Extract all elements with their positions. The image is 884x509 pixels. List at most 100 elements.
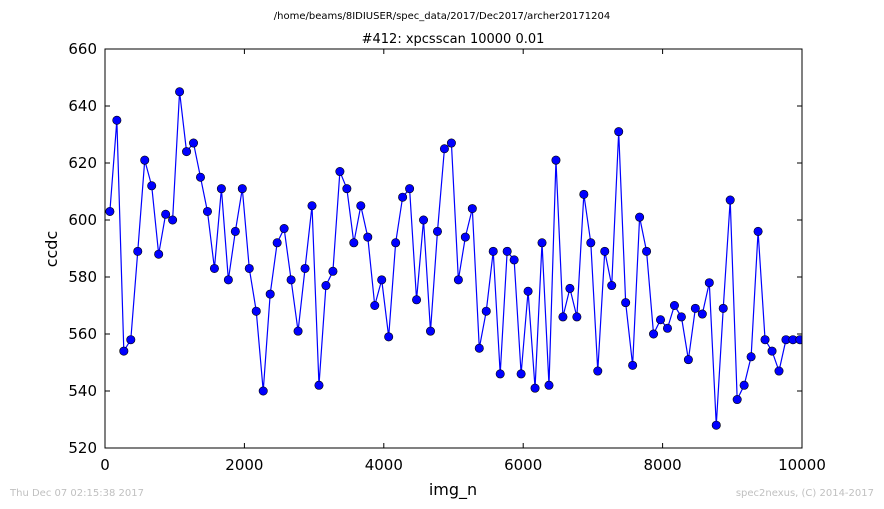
x-axis-label: img_n — [429, 480, 477, 500]
data-point — [140, 155, 150, 165]
data-point — [419, 215, 429, 225]
data-point — [495, 369, 505, 379]
data-point — [272, 238, 282, 248]
data-point — [363, 232, 373, 242]
data-point — [502, 246, 512, 256]
x-tick-label-10000: 10000 — [778, 456, 826, 474]
data-point — [265, 289, 275, 299]
data-point — [537, 238, 547, 248]
y-tick-label-540: 540 — [68, 382, 97, 400]
y-axis-label: ccdc — [42, 231, 61, 268]
data-point — [391, 238, 401, 248]
data-point — [398, 192, 408, 202]
footer-credit: spec2nexus, (C) 2014-2017 — [735, 488, 874, 499]
data-point — [711, 420, 721, 430]
data-point — [425, 326, 435, 336]
data-point — [732, 395, 742, 405]
y-tick-label-660: 660 — [68, 40, 97, 58]
data-point — [642, 246, 652, 256]
data-point — [258, 386, 268, 396]
data-point — [460, 232, 470, 242]
y-tick-label-520: 520 — [68, 439, 97, 457]
data-point — [746, 352, 756, 362]
data-point — [488, 246, 498, 256]
data-point — [370, 300, 380, 310]
data-point — [384, 332, 394, 342]
data-point — [279, 224, 289, 234]
data-point — [669, 300, 679, 310]
data-point — [328, 266, 338, 276]
data-point — [803, 336, 811, 344]
y-tick-label-580: 580 — [68, 268, 97, 286]
data-point — [767, 346, 777, 356]
data-point — [725, 195, 735, 205]
data-point — [676, 312, 686, 322]
data-point — [349, 238, 359, 248]
data-point — [321, 281, 331, 291]
data-point — [126, 335, 136, 345]
data-point — [412, 295, 422, 305]
data-point — [342, 184, 352, 194]
data-point — [795, 335, 802, 345]
data-point — [607, 281, 617, 291]
data-point — [356, 201, 366, 211]
data-point — [377, 275, 387, 285]
data-point — [105, 206, 115, 216]
data-point — [335, 167, 345, 177]
y-tick-label-640: 640 — [68, 97, 97, 115]
data-point — [244, 263, 254, 273]
data-point — [300, 263, 310, 273]
data-point — [481, 306, 491, 316]
x-tick-label-0: 0 — [100, 456, 110, 474]
y-tick-label-560: 560 — [68, 325, 97, 343]
data-point — [697, 309, 707, 319]
data-point — [154, 249, 164, 259]
data-point — [112, 115, 122, 125]
data-point — [614, 127, 624, 137]
data-point — [467, 204, 477, 214]
data-point — [202, 206, 212, 216]
data-point — [195, 172, 205, 182]
data-point — [572, 312, 582, 322]
data-point — [586, 238, 596, 248]
data-point — [161, 209, 171, 219]
data-point — [704, 278, 714, 288]
data-point — [662, 323, 672, 333]
data-point — [453, 275, 463, 285]
data-point — [307, 201, 317, 211]
data-point — [147, 181, 157, 191]
data-point — [635, 212, 645, 222]
data-point — [314, 380, 324, 390]
data-point — [432, 226, 442, 236]
data-point — [168, 215, 178, 225]
data-point — [683, 355, 693, 365]
data-point — [544, 380, 554, 390]
data-point — [446, 138, 456, 148]
x-tick-label-8000: 8000 — [644, 456, 682, 474]
data-point — [621, 298, 631, 308]
data-point — [579, 189, 589, 199]
data-point — [530, 383, 540, 393]
data-point — [405, 184, 415, 194]
x-tick-label-6000: 6000 — [504, 456, 542, 474]
y-tick-label-600: 600 — [68, 211, 97, 229]
data-point — [656, 315, 666, 325]
data-point — [189, 138, 199, 148]
data-point — [565, 283, 575, 293]
data-point — [509, 255, 519, 265]
data-point — [119, 346, 129, 356]
chart-suptitle: /home/beams/8IDIUSER/spec_data/2017/Dec2… — [274, 11, 610, 22]
data-point — [223, 275, 233, 285]
data-point — [230, 226, 240, 236]
chart-title: #412: xpcsscan 10000 0.01 — [362, 32, 545, 47]
data-point — [286, 275, 296, 285]
data-point — [182, 147, 192, 157]
data-point — [649, 329, 659, 339]
data-point — [600, 246, 610, 256]
plot-area: 0 2000 4000 6000 8000 10000 520 540 560 580 600 620… — [68, 40, 826, 474]
data-point — [739, 380, 749, 390]
data-point — [774, 366, 784, 376]
data-point — [551, 155, 561, 165]
data-point — [237, 184, 247, 194]
